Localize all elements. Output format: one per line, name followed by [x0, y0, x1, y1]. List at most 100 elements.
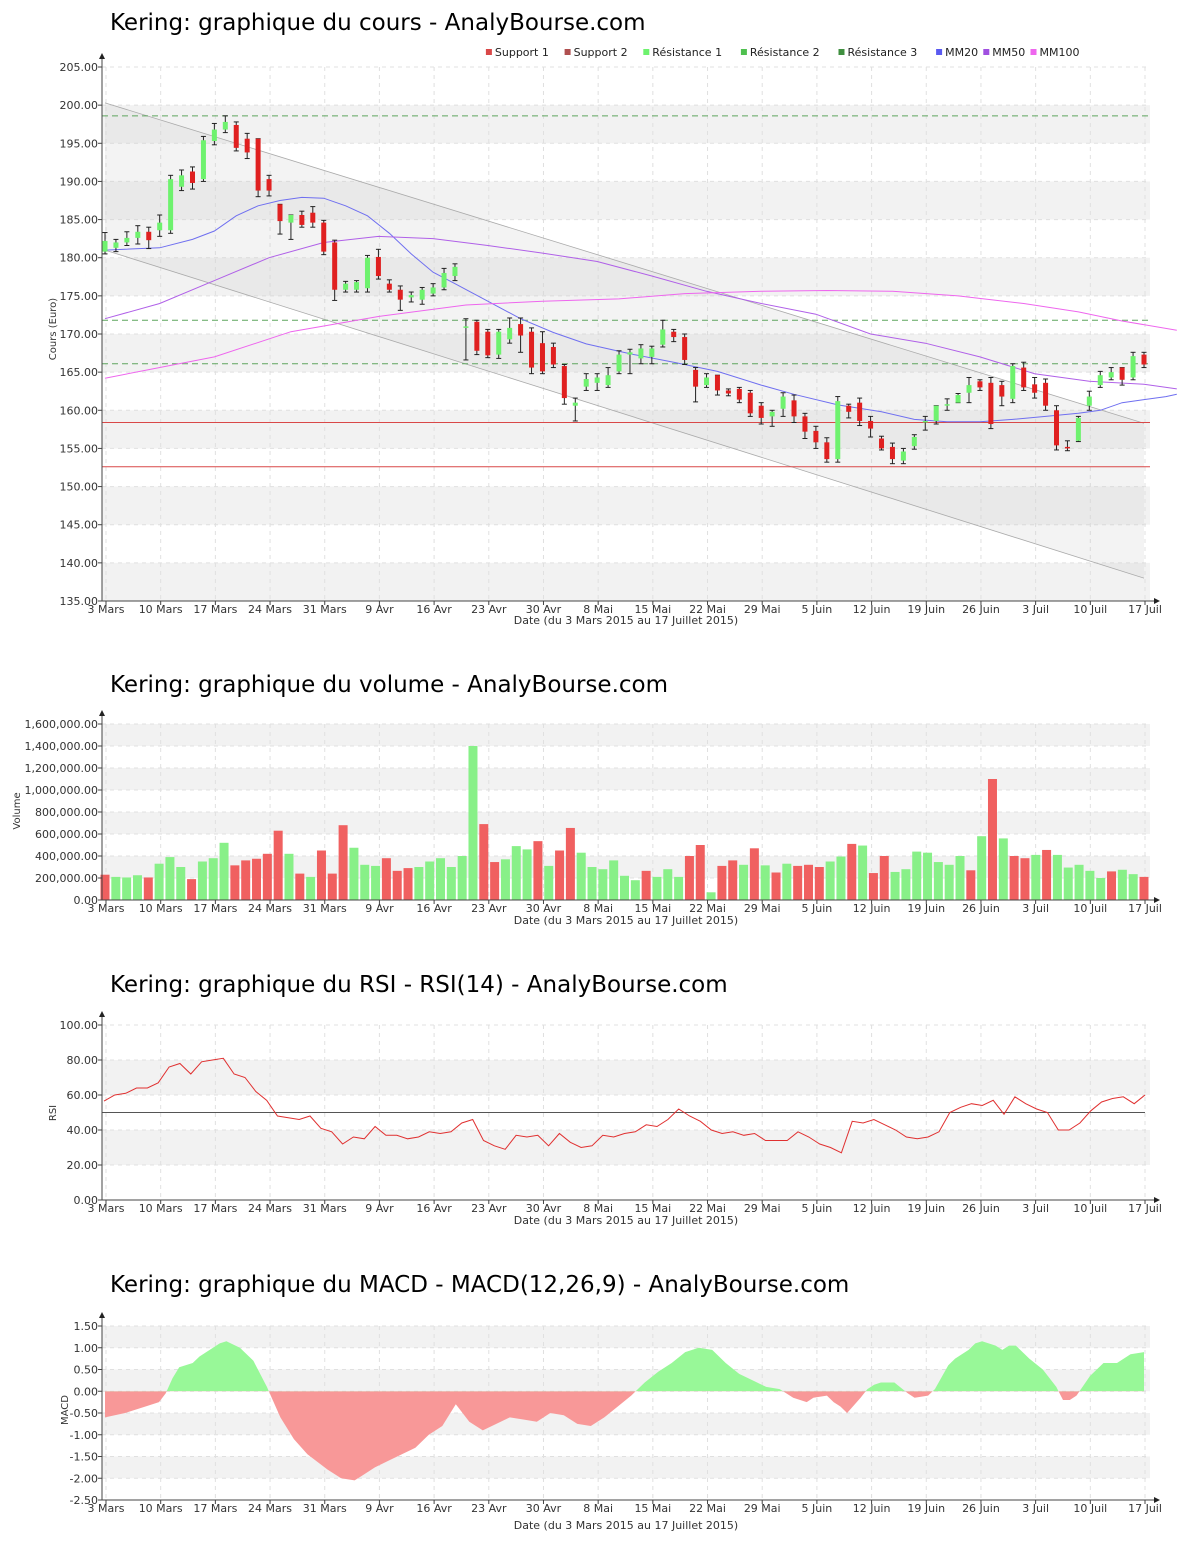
y-tick-label: 135.00	[60, 595, 99, 608]
candle	[1108, 367, 1114, 381]
candle-body	[933, 405, 939, 421]
candle-body	[430, 287, 436, 294]
x-tick-label: 31 Mars	[303, 1502, 347, 1515]
candle-body	[332, 242, 338, 290]
y-tick-label: 165.00	[60, 366, 99, 379]
x-tick-label: 15 Mai	[634, 603, 671, 616]
x-tick-label: 10 Juil	[1073, 902, 1107, 915]
candle	[769, 409, 775, 427]
x-tick-label: 8 Mai	[583, 603, 613, 616]
x-tick-label: 8 Mai	[583, 902, 613, 915]
x-tick-label: 3 Mars	[88, 902, 125, 915]
legend-item: Support 1	[485, 46, 549, 59]
x-axis-arrow	[1154, 1497, 1160, 1503]
candle	[113, 238, 119, 253]
volume-bar	[955, 856, 965, 900]
candle-body	[135, 231, 141, 238]
candle-body	[1032, 384, 1038, 393]
volume-bar	[1128, 874, 1138, 900]
volume-bar	[306, 876, 316, 900]
candle-body	[616, 354, 622, 372]
x-tick-label: 29 Mai	[744, 902, 781, 915]
x-tick-label: 30 Avr	[526, 902, 562, 915]
candle-body	[747, 392, 753, 414]
x-tick-label: 29 Mai	[744, 603, 781, 616]
candle-body	[725, 390, 731, 394]
x-tick-label: 26 Juin	[962, 603, 1000, 616]
volume-bar	[641, 870, 651, 900]
legend-item: MM100	[1030, 46, 1079, 59]
candle	[682, 333, 688, 366]
x-tick-label: 22 Mai	[689, 1202, 726, 1215]
volume-bar	[739, 864, 749, 900]
candle	[616, 350, 622, 375]
y-tick-label: 100.00	[60, 1019, 99, 1032]
volume-bar	[998, 838, 1008, 900]
candle	[1010, 363, 1016, 404]
candle-body	[200, 140, 206, 180]
volume-bar	[923, 852, 933, 900]
volume-bar	[674, 876, 684, 900]
volume-bar	[890, 871, 900, 900]
legend-label: MM20	[945, 46, 978, 59]
candle	[813, 425, 819, 449]
volume-bar	[425, 861, 435, 900]
macd-positive-area	[105, 1341, 1144, 1392]
y-tick-label: 185.00	[60, 214, 99, 227]
candle	[627, 348, 633, 375]
y-tick-label: -0.50	[70, 1407, 98, 1420]
plot-band	[102, 812, 1150, 834]
candle	[824, 437, 830, 463]
candle	[375, 248, 381, 280]
candle-body	[375, 256, 381, 277]
x-tick-label: 9 Avr	[365, 902, 394, 915]
candle	[747, 389, 753, 417]
volume-bar	[143, 877, 153, 900]
candle	[857, 397, 863, 427]
legend-swatch	[485, 49, 492, 55]
x-tick-label: 19 Juin	[907, 603, 945, 616]
x-tick-label: 10 Mars	[139, 1502, 183, 1515]
y-tick-label: 200,000.00	[35, 872, 98, 885]
x-tick-label: 10 Mars	[139, 902, 183, 915]
y-tick-label: 175.00	[60, 290, 99, 303]
candle-body	[211, 129, 217, 141]
candle	[397, 285, 403, 311]
x-axis-arrow	[1154, 1197, 1160, 1203]
volume-bar	[100, 874, 110, 900]
candle-body	[539, 343, 545, 372]
candle-body	[518, 324, 524, 336]
candle-body	[791, 400, 797, 417]
candle	[1043, 378, 1049, 411]
candle-body	[288, 214, 294, 223]
mm50-line	[104, 235, 1177, 390]
volume-x-axis-label: Date (du 3 Mars 2015 au 17 Juillet 2015)	[514, 914, 738, 927]
volume-bar	[295, 873, 305, 900]
candle	[791, 394, 797, 423]
candle	[299, 210, 305, 228]
candle	[222, 115, 228, 134]
candle	[310, 206, 316, 228]
candle	[780, 392, 786, 417]
candle	[714, 374, 720, 396]
candle-body	[714, 375, 720, 391]
candle	[846, 403, 852, 419]
macd-y-axis-label: MACD	[60, 1395, 71, 1425]
candle	[649, 345, 655, 365]
x-tick-label: 5 Juin	[802, 902, 833, 915]
x-tick-label: 24 Mars	[248, 1502, 292, 1515]
volume-bar	[576, 852, 586, 900]
volume-bar	[782, 863, 792, 900]
candle-body	[157, 222, 163, 231]
volume-bar	[966, 870, 976, 900]
volume-bar	[381, 858, 391, 900]
candle-body	[168, 179, 174, 231]
candle-body	[277, 204, 283, 222]
volume-bar	[944, 864, 954, 900]
candle	[944, 398, 950, 411]
x-tick-label: 16 Avr	[416, 1502, 452, 1515]
y-tick-label: 170.00	[60, 328, 99, 341]
legend-swatch	[838, 49, 845, 55]
volume-bar	[793, 865, 803, 900]
x-tick-label: 8 Mai	[583, 1502, 613, 1515]
